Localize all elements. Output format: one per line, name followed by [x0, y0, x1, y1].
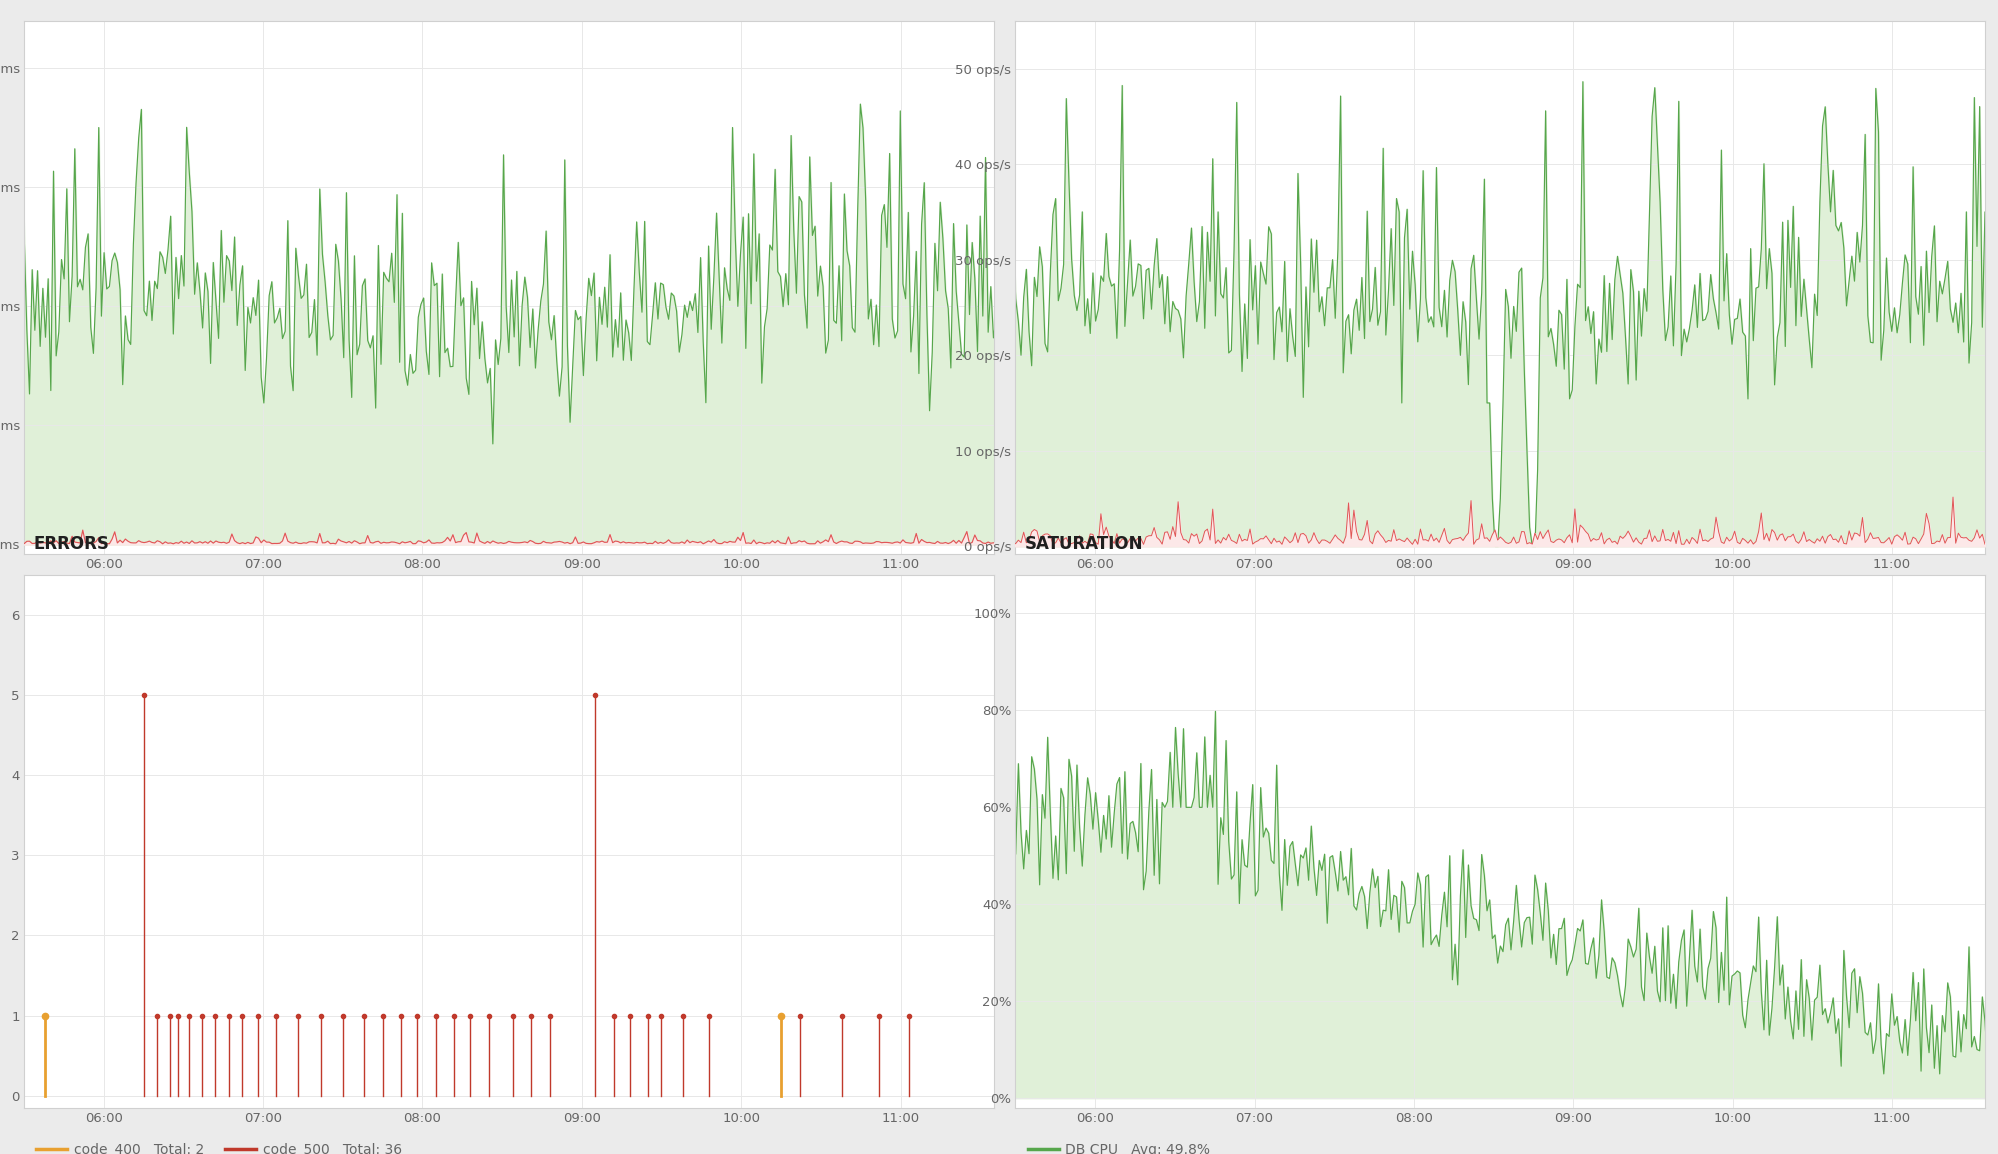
Legend: code_400   Total: 2, code_500   Total: 36: code_400 Total: 2, code_500 Total: 36 — [30, 1137, 408, 1154]
Text: SATURATION: SATURATION — [1025, 535, 1143, 554]
Legend: DB CPU   Avg: 49.8%: DB CPU Avg: 49.8% — [1021, 1137, 1215, 1154]
Text: ERRORS: ERRORS — [34, 535, 110, 554]
Legend: OK   Avg: 195 ms, Errors   Avg: 3.88 ms: OK Avg: 195 ms, Errors Avg: 3.88 ms — [30, 583, 402, 608]
Legend: Requests/s   Avg: 25.1 ops/s: Requests/s Avg: 25.1 ops/s — [1021, 583, 1265, 608]
